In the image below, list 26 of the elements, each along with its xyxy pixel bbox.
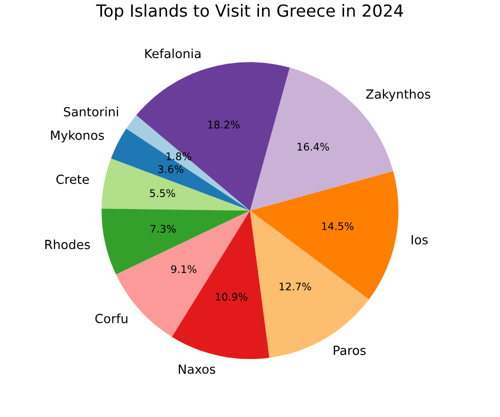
slice-label: Santorini xyxy=(64,106,118,116)
slice-label: Rhodes xyxy=(45,240,90,250)
slice-label: Zakynthos xyxy=(366,89,430,102)
slice-label: Mykonos xyxy=(51,130,104,142)
pie-slice xyxy=(136,62,290,211)
data-label: 7.3% xyxy=(150,224,176,233)
data-label: 16.4% xyxy=(298,142,329,151)
slice-label: Naxos xyxy=(178,364,216,374)
data-label: 18.2% xyxy=(208,120,240,129)
slice-label: Corfu xyxy=(95,314,128,324)
data-label: 12.7% xyxy=(280,282,312,290)
chart-title: Top Islands to Visit in Greece in 2024 xyxy=(96,4,403,20)
data-label: 9.1% xyxy=(171,265,196,274)
slice-label: Ios xyxy=(412,235,428,244)
data-label: 5.5% xyxy=(150,189,176,198)
slice-label: Paros xyxy=(334,346,366,356)
slice-label: Kefalonia xyxy=(145,48,200,58)
pie-slice xyxy=(111,128,250,211)
pie-slice xyxy=(102,208,250,275)
pie-slice xyxy=(250,210,369,358)
data-label: 3.6% xyxy=(158,165,184,174)
data-label: 14.5% xyxy=(322,222,354,230)
slice-label: Crete xyxy=(56,174,89,184)
pie-slice xyxy=(126,115,250,211)
data-label: 10.9% xyxy=(216,292,248,301)
pie-slice xyxy=(250,171,398,300)
